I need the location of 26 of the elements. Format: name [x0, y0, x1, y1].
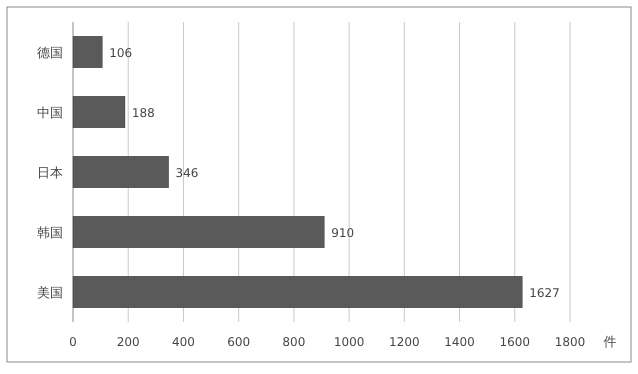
data-label: 106 — [109, 46, 132, 60]
bar — [72, 96, 126, 128]
y-tick-label: 美国 — [37, 285, 63, 301]
x-tick-label: 0 — [69, 335, 77, 349]
bar — [72, 276, 522, 308]
x-tick-label: 600 — [227, 335, 250, 349]
bar — [72, 36, 103, 68]
y-tick-label: 德国 — [37, 46, 63, 61]
x-tick-label: 400 — [172, 335, 195, 349]
bar — [72, 156, 169, 188]
x-tick-label: 1400 — [444, 335, 475, 349]
data-label: 910 — [331, 226, 354, 240]
data-label: 346 — [176, 166, 198, 180]
x-tick-label: 1600 — [500, 335, 530, 349]
x-tick-label: 200 — [116, 335, 140, 349]
x-tick-label: 1000 — [334, 335, 364, 349]
data-label: 188 — [132, 106, 155, 120]
x-tick-label: 1800 — [554, 335, 586, 349]
bar — [72, 216, 325, 248]
data-label: 1627 — [529, 286, 560, 300]
x-tick-label: 800 — [282, 335, 306, 349]
x-axis-title: 件 — [604, 335, 616, 350]
y-tick-label: 中国 — [37, 106, 63, 121]
x-tick-label: 1200 — [389, 335, 420, 349]
y-tick-label: 日本 — [37, 166, 63, 181]
y-tick-label: 韩国 — [37, 226, 63, 241]
